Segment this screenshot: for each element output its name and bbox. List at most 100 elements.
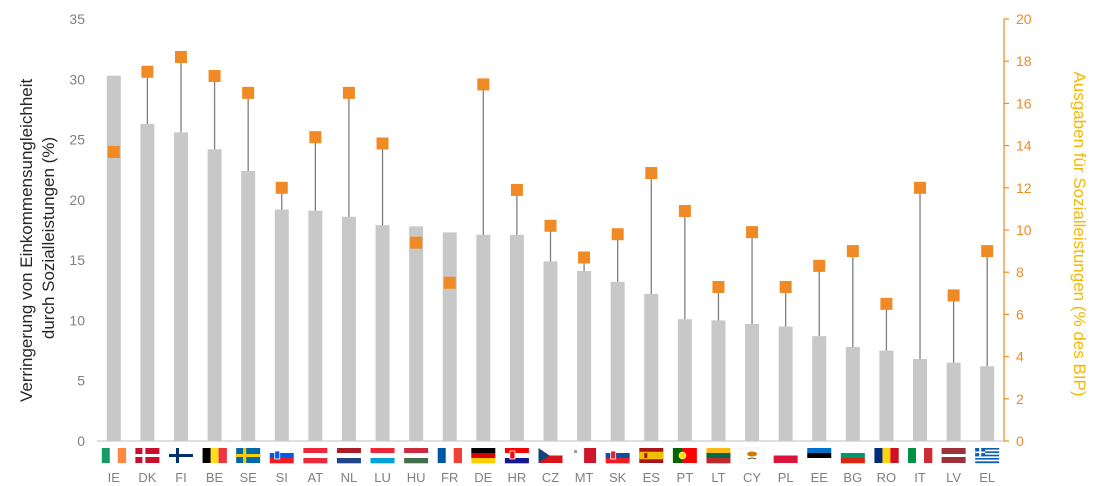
flag-at [303, 448, 328, 464]
category-label-at: AT [308, 470, 324, 485]
bar-es [644, 293, 659, 441]
flag-lt [706, 448, 731, 464]
bar-nl [341, 216, 356, 441]
bar-el [980, 366, 995, 441]
category-label-hu: HU [407, 470, 426, 485]
bar-si [274, 209, 289, 441]
bar-de [476, 234, 491, 441]
right-tick-label-8: 8 [1016, 264, 1024, 280]
bar-hu [409, 226, 424, 441]
right-tick-label-4: 4 [1016, 349, 1024, 365]
bar-ie [106, 75, 121, 441]
flag-cy [739, 447, 765, 464]
flag-ee [807, 448, 832, 464]
marker-pl [779, 280, 792, 293]
flag-nl [336, 448, 361, 464]
category-label-lu: LU [374, 470, 391, 485]
category-label-bg: BG [843, 470, 862, 485]
category-labels: IE DK FI BE SE SI AT NL LU HU FR DE HR CZ MT SK ES PT LT CY… [108, 470, 996, 485]
category-label-cz: CZ [542, 470, 559, 485]
marker-cz [544, 219, 557, 232]
category-label-es: ES [643, 470, 661, 485]
category-label-pl: PL [778, 470, 794, 485]
bar-lv [946, 362, 961, 441]
marker-sk [611, 228, 624, 241]
bar-cy [745, 324, 760, 441]
right-tick-label-10: 10 [1016, 222, 1032, 238]
bar-lu [375, 225, 390, 441]
bar-lt [711, 320, 726, 441]
bar-mt [577, 270, 592, 441]
bar-pl [778, 326, 793, 441]
left-tick-label-30: 30 [69, 71, 85, 87]
bar-dk [140, 123, 155, 441]
category-label-lt: LT [711, 470, 725, 485]
flag-bg [840, 448, 865, 464]
flag-fi [168, 448, 193, 463]
right-axis-title: Ausgaben für Sozialleistungen (% des BIP… [1070, 71, 1089, 396]
flag-pt [672, 448, 697, 463]
marker-lu [376, 137, 389, 150]
marker-pt [678, 205, 691, 218]
marker-series [107, 50, 994, 310]
marker-ee [813, 259, 826, 272]
marker-hr [510, 183, 523, 196]
marker-fr [443, 276, 456, 289]
bar-se [241, 170, 256, 442]
category-label-dk: DK [138, 470, 156, 485]
marker-mt [578, 251, 591, 264]
category-label-el: EL [979, 470, 995, 485]
marker-de [477, 78, 490, 91]
flag-cz [538, 448, 563, 463]
flag-es [639, 448, 664, 463]
right-tick-label-6: 6 [1016, 306, 1024, 322]
bar-series [106, 75, 995, 442]
marker-it [914, 181, 927, 194]
marker-fi [174, 50, 187, 63]
marker-es [645, 167, 658, 180]
bar-hr [509, 234, 524, 441]
left-tick-label-0: 0 [77, 433, 85, 449]
left-axis-title-line-2: durch Sozialleistungen (%) [39, 137, 58, 339]
right-tick-label-16: 16 [1016, 95, 1032, 111]
category-label-cy: CY [743, 470, 761, 485]
right-tick-label-2: 2 [1016, 391, 1024, 407]
marker-cy [746, 226, 759, 239]
left-tick-label-35: 35 [69, 11, 85, 27]
category-label-it: IT [914, 470, 926, 485]
flag-si [269, 448, 294, 464]
marker-ie [107, 145, 120, 158]
left-tick-label-20: 20 [69, 192, 85, 208]
left-axis-title: Verringerung von Einkommensungleichheit … [17, 74, 58, 402]
bar-at [308, 210, 323, 441]
bar-be [207, 149, 222, 441]
right-tick-label-0: 0 [1016, 433, 1024, 449]
flag-de [471, 448, 496, 464]
country-flags [101, 447, 1000, 464]
category-label-si: SI [276, 470, 288, 485]
category-label-ee: EE [811, 470, 829, 485]
left-tick-label-15: 15 [69, 252, 85, 268]
category-label-nl: NL [341, 470, 358, 485]
marker-lt [712, 280, 725, 293]
right-tick-label-12: 12 [1016, 180, 1032, 196]
flag-pl [773, 448, 798, 463]
bar-fi [173, 132, 188, 441]
bar-fr [442, 232, 457, 441]
marker-bg [846, 245, 859, 258]
category-label-se: SE [239, 470, 257, 485]
left-tick-label-25: 25 [69, 132, 85, 148]
bar-cz [543, 261, 558, 441]
marker-lv [947, 289, 960, 302]
category-label-sk: SK [609, 470, 627, 485]
bar-it [913, 359, 928, 441]
bar-sk [610, 281, 625, 441]
category-label-pt: PT [677, 470, 694, 485]
marker-se [242, 86, 255, 99]
marker-nl [342, 86, 355, 99]
left-axis-title-line-1: Verringerung von Einkommensungleichheit [17, 79, 36, 402]
category-label-fr: FR [441, 470, 458, 485]
flag-ro [874, 448, 899, 463]
bar-ee [812, 336, 827, 441]
